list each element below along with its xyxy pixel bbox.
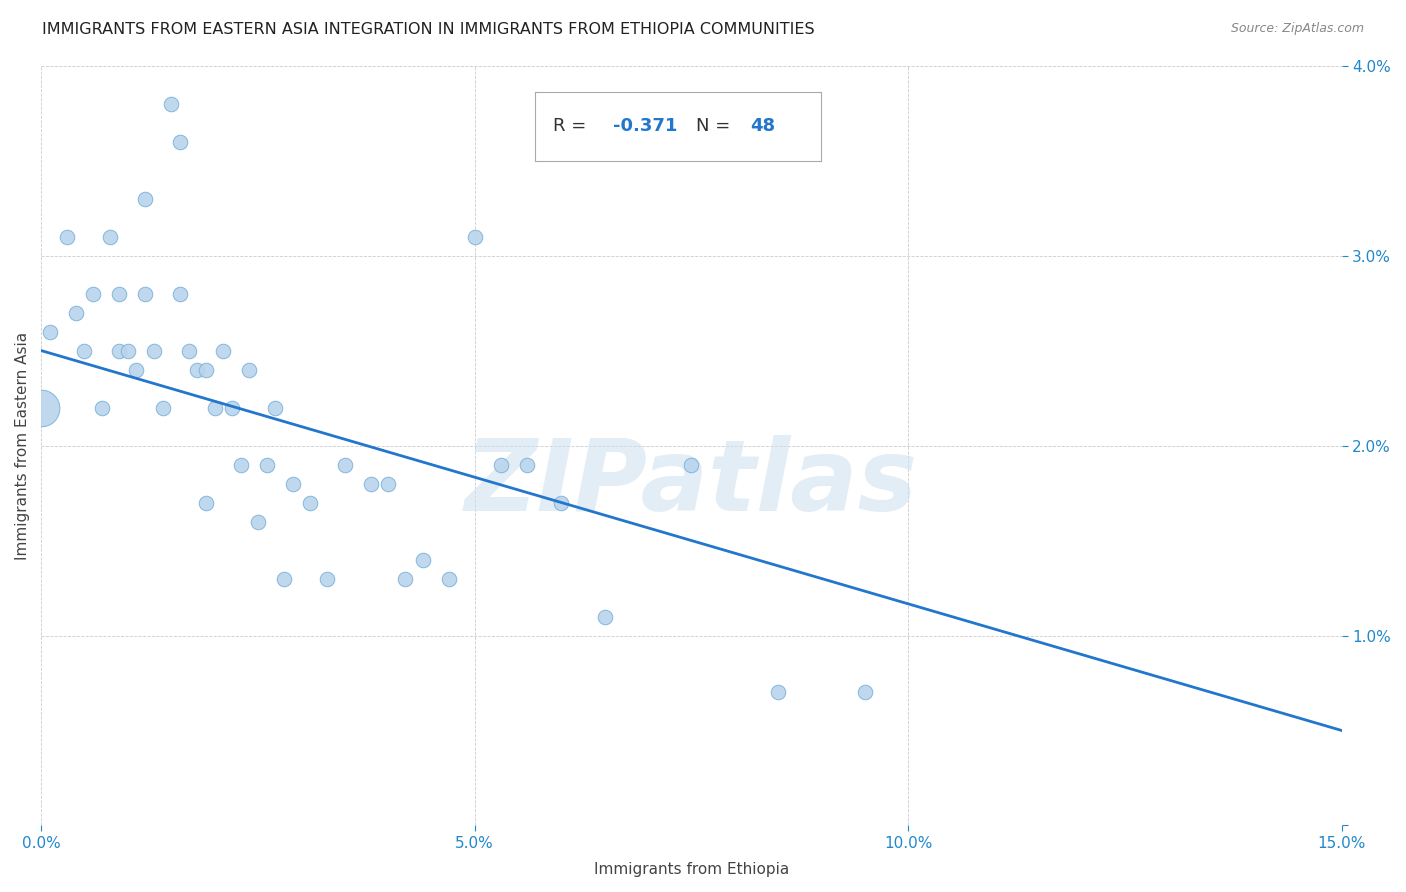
Point bbox=[212, 343, 235, 358]
Point bbox=[125, 362, 148, 376]
Point bbox=[73, 343, 96, 358]
Point bbox=[394, 572, 416, 586]
Point bbox=[766, 685, 789, 699]
Point bbox=[194, 362, 217, 376]
Point bbox=[221, 401, 243, 415]
Point bbox=[298, 495, 321, 509]
Point bbox=[194, 495, 217, 509]
Point bbox=[853, 685, 876, 699]
Point bbox=[169, 286, 191, 301]
Point bbox=[256, 458, 278, 472]
Point bbox=[169, 135, 191, 149]
Point bbox=[360, 476, 382, 491]
Y-axis label: Immigrants from Eastern Asia: Immigrants from Eastern Asia bbox=[15, 332, 30, 559]
Point bbox=[489, 458, 512, 472]
Point bbox=[56, 229, 79, 244]
Point bbox=[108, 286, 131, 301]
Point bbox=[550, 495, 572, 509]
Point bbox=[177, 343, 200, 358]
Point bbox=[38, 325, 60, 339]
X-axis label: Immigrants from Ethiopia: Immigrants from Ethiopia bbox=[593, 862, 789, 877]
Text: IMMIGRANTS FROM EASTERN ASIA INTEGRATION IN IMMIGRANTS FROM ETHIOPIA COMMUNITIES: IMMIGRANTS FROM EASTERN ASIA INTEGRATION… bbox=[42, 22, 815, 37]
Point bbox=[377, 476, 399, 491]
Point bbox=[316, 572, 339, 586]
Point bbox=[186, 362, 208, 376]
Point bbox=[273, 572, 295, 586]
Point bbox=[204, 401, 226, 415]
Point bbox=[264, 401, 287, 415]
Point bbox=[108, 343, 131, 358]
Text: Source: ZipAtlas.com: Source: ZipAtlas.com bbox=[1230, 22, 1364, 36]
Point bbox=[516, 458, 538, 472]
Point bbox=[412, 552, 434, 566]
Point bbox=[30, 401, 52, 415]
Point bbox=[160, 96, 183, 111]
Point bbox=[246, 515, 269, 529]
Point bbox=[100, 229, 122, 244]
Point bbox=[464, 229, 486, 244]
Point bbox=[117, 343, 139, 358]
Point bbox=[229, 458, 252, 472]
Point bbox=[134, 286, 156, 301]
Point bbox=[593, 609, 616, 624]
Point bbox=[142, 343, 165, 358]
Point bbox=[134, 192, 156, 206]
Text: ZIPatlas: ZIPatlas bbox=[465, 435, 918, 532]
Point bbox=[90, 401, 112, 415]
Point bbox=[238, 362, 260, 376]
Point bbox=[82, 286, 104, 301]
Point bbox=[333, 458, 356, 472]
Point bbox=[281, 476, 304, 491]
Point bbox=[65, 305, 87, 319]
Point bbox=[681, 458, 703, 472]
Point bbox=[437, 572, 460, 586]
Point bbox=[152, 401, 174, 415]
